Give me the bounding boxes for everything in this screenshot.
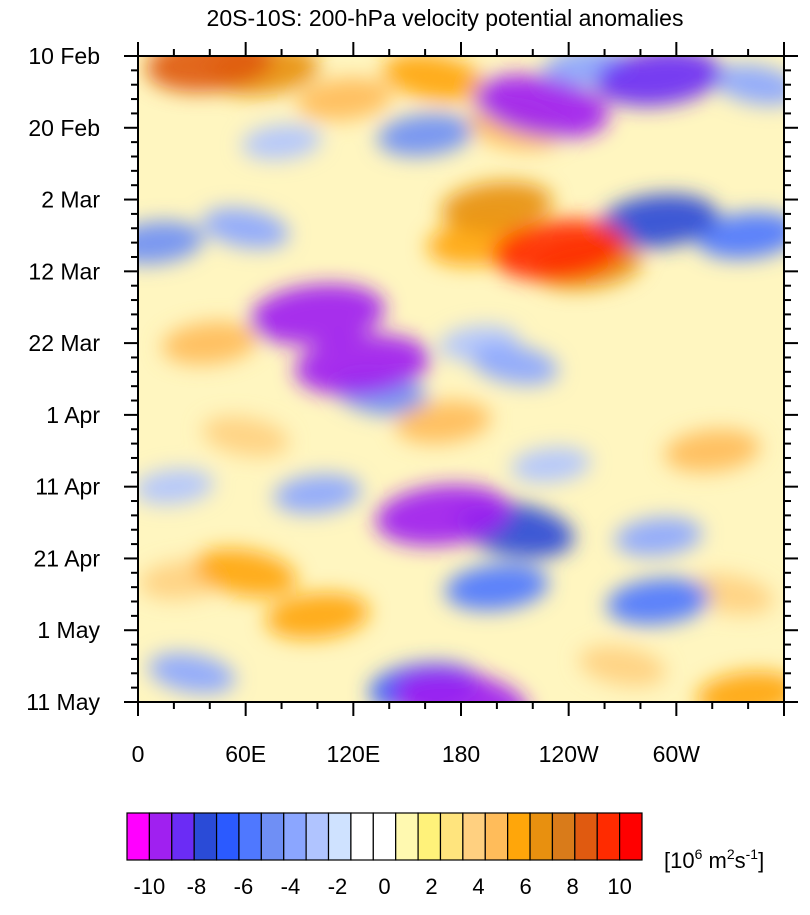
y-tick-label: 1 Apr <box>46 402 100 428</box>
y-tick-label: 12 Mar <box>28 258 100 284</box>
anomaly-feature-3 <box>138 468 214 505</box>
y-tick-label: 20 Feb <box>28 115 100 141</box>
anomaly-feature-38 <box>594 56 723 107</box>
colorbar-label: -8 <box>187 874 207 899</box>
colorbar-label: 6 <box>519 874 531 899</box>
anomaly-feature-0 <box>241 124 322 160</box>
anomaly-feature-22 <box>664 429 761 473</box>
anomaly-feature-35 <box>598 194 719 249</box>
anomaly-feature-12 <box>686 573 774 615</box>
anomaly-feature-40 <box>491 219 628 281</box>
colorbar-box <box>126 812 150 861</box>
colorbar-label: -6 <box>234 874 254 899</box>
anomaly-feature-26 <box>194 548 298 598</box>
y-tick-label: 11 May <box>26 689 100 715</box>
y-tick-label: 21 Apr <box>34 545 101 571</box>
colorbar-box <box>551 812 576 861</box>
chart-title: 20S-10S: 200-hPa velocity potential anom… <box>207 5 684 31</box>
anomaly-feature-44 <box>393 670 529 702</box>
x-tick-label: 60E <box>225 741 266 767</box>
anomaly-feature-30 <box>696 671 784 702</box>
anomaly-feature-25 <box>696 212 784 259</box>
colorbar-box <box>507 812 531 861</box>
anomaly-feature-37 <box>146 56 274 93</box>
colorbar-label: 0 <box>378 874 390 899</box>
anomaly-feature-18 <box>138 221 204 265</box>
anomaly-feature-2 <box>510 447 591 483</box>
anomaly-feature-39 <box>474 74 609 139</box>
anomaly-feature-23 <box>382 56 486 102</box>
colorbar-box <box>260 812 285 861</box>
anomaly-feature-13 <box>579 645 666 687</box>
colorbar-label: 2 <box>425 874 437 899</box>
y-tick-label: 11 Apr <box>35 474 100 500</box>
colorbar-boxes <box>126 812 643 861</box>
anomaly-feature-29 <box>606 578 711 625</box>
colorbar-box <box>350 812 374 861</box>
x-tick-label: 120E <box>326 741 380 767</box>
colorbar-box <box>462 812 486 861</box>
anomaly-feature-41 <box>249 283 386 346</box>
anomaly-feature-7 <box>471 344 559 386</box>
colorbar-box <box>574 812 598 861</box>
colorbar-box <box>283 812 307 861</box>
colorbar-box <box>395 812 419 861</box>
colorbar-label: 8 <box>566 874 578 899</box>
anomaly-feature-17 <box>377 113 473 157</box>
anomaly-field <box>138 56 784 702</box>
colorbar-box <box>439 812 464 861</box>
anomaly-feature-20 <box>161 321 258 365</box>
anomaly-feature-15 <box>296 77 393 121</box>
x-tick-label: 180 <box>442 741 480 767</box>
x-tick-label: 0 <box>132 741 145 767</box>
colorbar-box <box>417 812 442 861</box>
y-axis: 10 Feb 20 Feb 2 Mar 12 Mar 22 Mar 1 Apr 11 Apr… <box>26 43 798 715</box>
y-tick-label: 22 Mar <box>28 330 100 356</box>
anomaly-feature-9 <box>273 474 362 514</box>
colorbar-box <box>529 812 554 861</box>
anomaly-feature-14 <box>148 652 236 694</box>
x-axis: 0 60E 120E 180 120W 60W <box>132 42 785 767</box>
anomaly-feature-27 <box>265 592 370 640</box>
colorbar-box <box>215 812 240 861</box>
colorbar-label: 4 <box>472 874 484 899</box>
anomaly-feature-43 <box>375 484 511 547</box>
colorbar-label: -2 <box>328 874 348 899</box>
anomaly-feature-32 <box>441 181 553 232</box>
plot-area <box>137 55 785 703</box>
y-tick-label: 1 May <box>37 617 100 643</box>
colorbar: -10 -8 -6 -4 -2 0 2 4 6 8 10 [106 m2s-1] <box>126 812 764 899</box>
colorbar-box <box>171 812 195 861</box>
anomaly-feature-42 <box>294 333 431 396</box>
colorbar-unit-label: [106 m2s-1] <box>664 846 764 873</box>
colorbar-label: -10 <box>133 874 165 899</box>
colorbar-box <box>238 812 262 861</box>
y-tick-label: 2 Mar <box>41 187 100 213</box>
anomaly-feature-5 <box>713 64 784 106</box>
colorbar-box <box>327 812 352 861</box>
anomaly-feature-21 <box>395 400 491 444</box>
colorbar-box <box>484 812 509 861</box>
colorbar-box <box>193 812 218 861</box>
anomaly-feature-10 <box>614 517 703 557</box>
anomaly-feature-6 <box>202 207 290 249</box>
colorbar-box <box>148 812 173 861</box>
anomaly-feature-8 <box>202 416 290 457</box>
colorbar-box <box>596 812 621 861</box>
colorbar-box <box>305 812 330 861</box>
colorbar-labels: -10 -8 -6 -4 -2 0 2 4 6 8 10 <box>133 874 631 899</box>
colorbar-box <box>619 812 643 861</box>
x-tick-label: 120W <box>539 741 599 767</box>
colorbar-box <box>372 812 397 861</box>
colorbar-label: 10 <box>607 874 631 899</box>
colorbar-label: -4 <box>281 874 301 899</box>
x-tick-label: 60W <box>653 741 701 767</box>
anomaly-feature-28 <box>445 563 549 611</box>
y-tick-label: 10 Feb <box>28 43 100 69</box>
